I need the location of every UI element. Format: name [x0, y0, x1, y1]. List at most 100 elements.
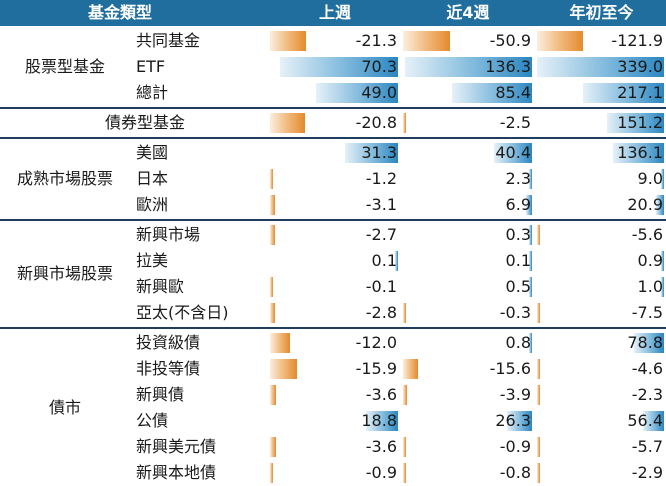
positive-bar [280, 57, 398, 77]
fund-label: 亞太(不含日) [136, 303, 229, 322]
positive-bar [529, 251, 532, 271]
fund-label: 總計 [136, 83, 169, 102]
value-cell: -3.1 [365, 195, 397, 214]
value-cell: -1.2 [365, 169, 397, 188]
value-cell: -0.1 [365, 277, 397, 296]
negative-bar [537, 225, 540, 245]
fund-label: 投資級債 [136, 333, 201, 352]
value-cell: 1.0 [637, 277, 663, 296]
positive-bar [405, 57, 532, 77]
group-label: 債券型基金 [104, 113, 185, 132]
group-divider [0, 137, 666, 139]
positive-bar [660, 169, 664, 189]
value-cell: 2.3 [505, 169, 531, 188]
fund-label: 新興本地債 [136, 463, 217, 482]
group-divider [0, 327, 666, 329]
fund-label: 新興債 [136, 385, 185, 404]
value-cell: 78.8 [627, 333, 663, 352]
negative-bar [403, 31, 451, 51]
value-cell: -2.7 [365, 225, 397, 244]
value-cell: -3.6 [365, 385, 397, 404]
negative-bar [403, 437, 406, 457]
positive-bar [529, 333, 532, 353]
fund-label: 歐洲 [136, 195, 169, 214]
positive-bar [507, 411, 532, 431]
positive-bar [395, 251, 398, 271]
fund-label: ETF [136, 57, 166, 76]
negative-bar [403, 113, 406, 133]
group-label: 債市 [48, 398, 81, 417]
table-header: 基金類型 上週 近4週 年初至今 [0, 0, 666, 26]
negative-bar [537, 463, 540, 483]
negative-bar [403, 463, 406, 483]
value-cell: -121.9 [611, 31, 663, 50]
value-cell: 56.4 [627, 411, 663, 430]
fund-label: 新興歐 [136, 277, 185, 296]
negative-bar [270, 437, 277, 457]
negative-bar [537, 303, 540, 323]
value-cell: -4.6 [631, 359, 663, 378]
value-cell: 85.4 [495, 83, 531, 102]
value-cell: 339.0 [617, 57, 663, 76]
positive-bar [634, 333, 664, 353]
positive-bar [529, 277, 532, 297]
value-cell: -7.5 [631, 303, 663, 322]
value-cell: 31.3 [361, 143, 397, 162]
positive-bar [613, 143, 664, 163]
fund-label: 公債 [136, 411, 169, 430]
positive-bar [452, 83, 532, 103]
negative-bar [537, 31, 583, 51]
header-ytd: 年初至今 [569, 3, 634, 22]
negative-bar [537, 359, 540, 379]
value-cell: -5.7 [631, 437, 663, 456]
value-cell: -0.9 [365, 463, 397, 482]
value-cell: -21.3 [355, 31, 397, 50]
fund-label: 日本 [136, 169, 169, 188]
value-cell: 0.1 [371, 251, 397, 270]
negative-bar [270, 303, 275, 323]
positive-bar [661, 277, 664, 297]
fund-label: 非投等債 [136, 359, 201, 378]
group-divider [0, 219, 666, 221]
negative-bar [270, 359, 297, 379]
positive-bar [529, 169, 532, 189]
value-cell: 151.2 [617, 113, 663, 132]
positive-bar [582, 83, 664, 103]
positive-bar [537, 57, 664, 77]
negative-bar [270, 277, 273, 297]
header-4-weeks: 近4週 [446, 3, 490, 22]
value-cell: 70.3 [361, 57, 397, 76]
negative-bar [403, 385, 407, 405]
value-cell: 0.8 [505, 333, 531, 352]
value-cell: 136.1 [617, 143, 663, 162]
value-cell: -0.3 [499, 303, 531, 322]
value-cell: -15.9 [355, 359, 397, 378]
value-cell: -5.6 [631, 225, 663, 244]
value-cell: -20.8 [355, 113, 397, 132]
positive-bar [345, 143, 398, 163]
positive-bar [661, 251, 664, 271]
group-label: 成熟市場股票 [16, 169, 113, 188]
value-cell: -2.9 [631, 463, 663, 482]
value-cell: -2.3 [631, 385, 663, 404]
value-cell: -50.9 [489, 31, 531, 50]
negative-bar [403, 303, 406, 323]
negative-bar [270, 195, 276, 215]
negative-bar [270, 31, 306, 51]
positive-bar [525, 195, 532, 215]
positive-bar [529, 225, 532, 245]
fund-label: 新興美元債 [136, 437, 217, 456]
value-cell: 6.9 [505, 195, 531, 214]
value-cell: 0.9 [637, 251, 663, 270]
negative-bar [270, 113, 305, 133]
value-cell: -12.0 [355, 333, 397, 352]
value-cell: 9.0 [637, 169, 663, 188]
value-cell: 26.3 [495, 411, 531, 430]
value-cell: -15.6 [489, 359, 531, 378]
positive-bar [656, 195, 664, 215]
negative-bar [270, 385, 277, 405]
group-label: 股票型基金 [24, 57, 105, 76]
negative-bar [270, 333, 291, 353]
positive-bar [315, 83, 398, 103]
value-cell: 40.4 [495, 143, 531, 162]
